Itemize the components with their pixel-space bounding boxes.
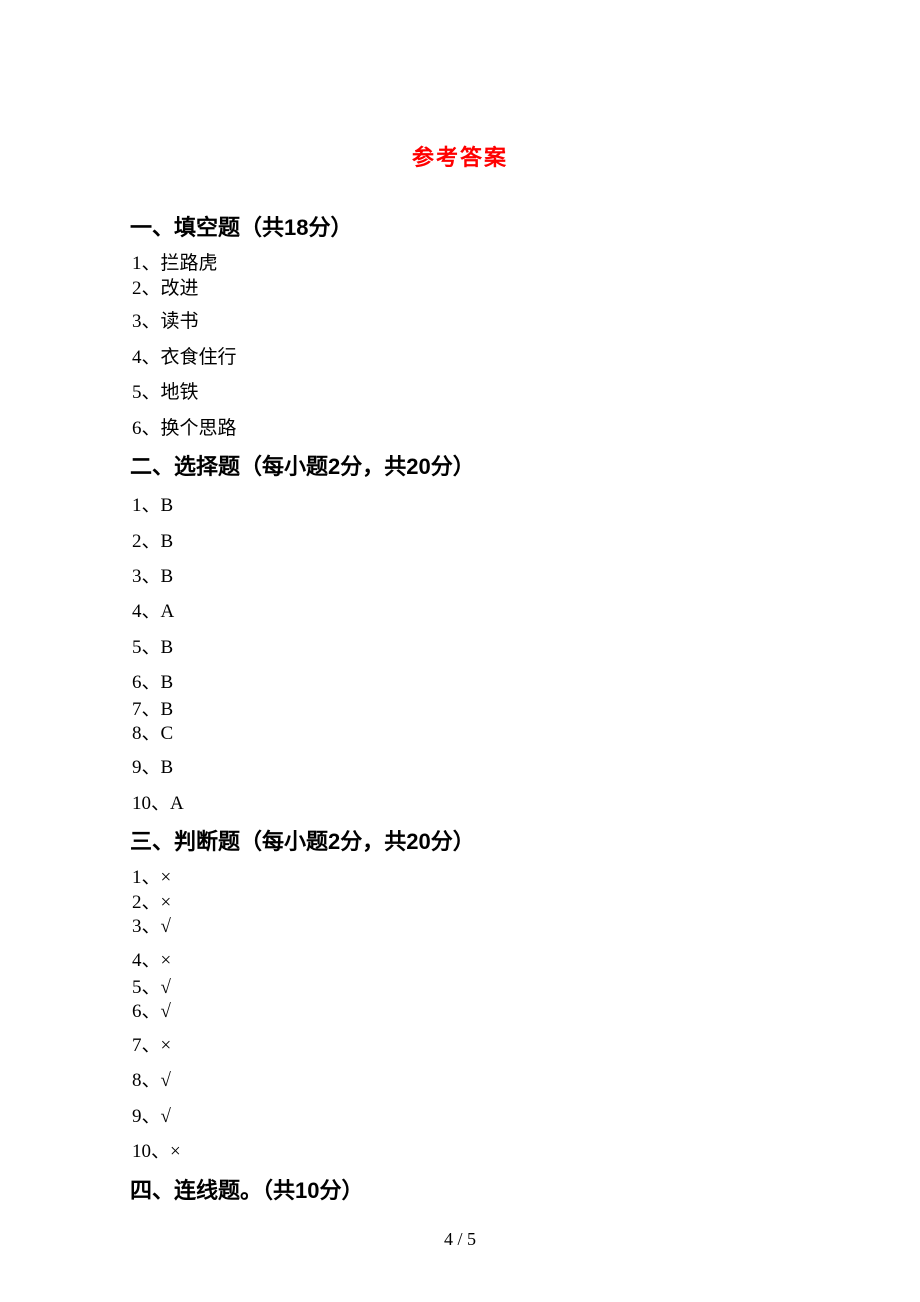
answer-item: 2、× (130, 891, 790, 916)
page-number: 4 / 5 (0, 1229, 920, 1250)
section-heading-3: 三、判断题（每小题2分，共20分） (130, 824, 790, 856)
answer-item: 2、B (130, 527, 790, 556)
answer-item: 7、× (130, 1031, 790, 1060)
answer-item: 5、√ (130, 976, 790, 1001)
answer-item: 1、× (130, 866, 790, 891)
answer-item: 4、A (130, 597, 790, 626)
answer-item: 10、A (130, 789, 790, 818)
section-true-false: 三、判断题（每小题2分，共20分） 1、× 2、× 3、√ 4、× 5、√ 6、… (130, 824, 790, 1167)
answer-item: 3、读书 (130, 307, 790, 336)
answer-item: 6、√ (130, 1000, 790, 1025)
answer-item: 9、√ (130, 1102, 790, 1131)
answer-item: 4、衣食住行 (130, 343, 790, 372)
answer-item: 7、B (130, 698, 790, 723)
answer-item: 8、C (130, 722, 790, 747)
answer-item: 1、拦路虎 (130, 252, 790, 277)
answer-item: 2、改进 (130, 277, 790, 302)
page-content: 参考答案 一、填空题（共18分） 1、拦路虎 2、改进 3、读书 4、衣食住行 … (0, 0, 920, 1205)
section-fill-blank: 一、填空题（共18分） 1、拦路虎 2、改进 3、读书 4、衣食住行 5、地铁 … (130, 210, 790, 443)
main-title: 参考答案 (130, 140, 790, 172)
answer-item: 4、× (130, 946, 790, 975)
section-matching: 四、连线题。（共10分） (130, 1173, 790, 1205)
section-heading-4: 四、连线题。（共10分） (130, 1173, 790, 1205)
answer-item: 10、× (130, 1137, 790, 1166)
answer-item: 3、√ (130, 915, 790, 940)
answer-item: 6、换个思路 (130, 414, 790, 443)
section-heading-1: 一、填空题（共18分） (130, 210, 790, 242)
answer-item: 5、地铁 (130, 378, 790, 407)
answer-item: 9、B (130, 753, 790, 782)
section-multiple-choice: 二、选择题（每小题2分，共20分） 1、B 2、B 3、B 4、A 5、B 6、… (130, 449, 790, 818)
section-heading-2: 二、选择题（每小题2分，共20分） (130, 449, 790, 481)
answer-item: 6、B (130, 668, 790, 697)
answer-item: 1、B (130, 491, 790, 520)
answer-item: 8、√ (130, 1066, 790, 1095)
answer-item: 5、B (130, 633, 790, 662)
answer-item: 3、B (130, 562, 790, 591)
